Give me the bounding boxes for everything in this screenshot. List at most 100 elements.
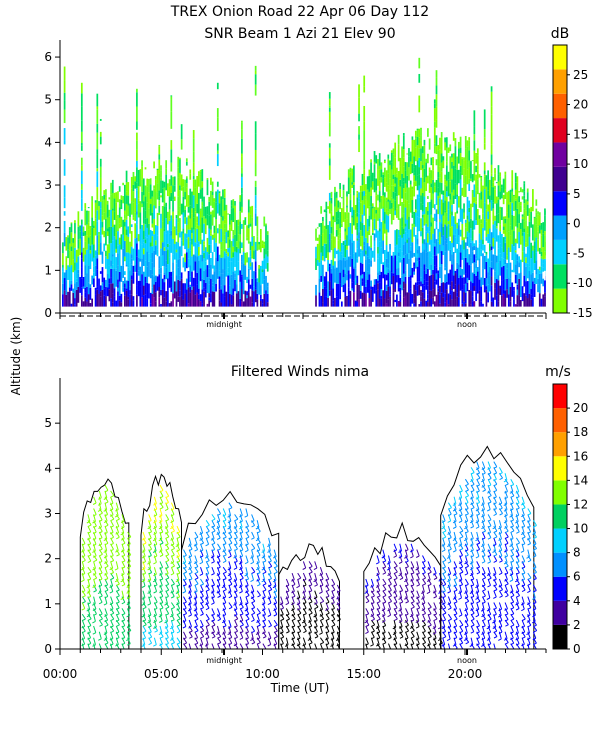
snr-cell xyxy=(196,284,199,293)
snr-cell xyxy=(80,236,83,253)
snr-cell xyxy=(370,206,372,220)
wind-barb xyxy=(393,543,398,553)
snr-cell xyxy=(392,257,395,274)
snr-cell xyxy=(506,232,508,250)
snr-cell xyxy=(483,244,486,253)
snr-cell xyxy=(203,238,205,242)
snr-cell xyxy=(490,276,493,286)
snr-cell xyxy=(266,231,269,235)
wind-barb xyxy=(447,613,453,622)
snr-cell xyxy=(473,243,476,246)
snr-cell xyxy=(332,216,335,220)
snr-cell xyxy=(328,281,331,291)
snr-cell xyxy=(96,221,99,236)
snr-cell xyxy=(514,198,517,201)
snr-cell xyxy=(378,155,381,166)
snr-cell xyxy=(351,274,354,283)
wind-colorbar-label: 2 xyxy=(573,618,581,632)
snr-cell xyxy=(402,244,405,256)
wind-barb xyxy=(142,625,147,634)
wind-barb xyxy=(98,525,103,534)
snr-cell xyxy=(385,200,388,209)
wind-barb xyxy=(256,643,260,649)
snr-cell xyxy=(117,291,119,296)
snr-cell xyxy=(444,224,446,241)
wind-barb xyxy=(492,619,497,629)
snr-cell xyxy=(544,258,546,271)
snr-cell xyxy=(158,200,161,206)
snr-cell xyxy=(411,136,414,140)
snr-cell xyxy=(464,135,467,149)
snr-cell xyxy=(351,222,354,234)
wind-barb xyxy=(98,619,103,627)
wind-barb xyxy=(228,631,233,640)
snr-cell xyxy=(421,243,424,252)
snr-cell xyxy=(423,207,426,215)
snr-cell xyxy=(63,140,66,145)
snr-cell xyxy=(416,136,419,146)
wind-barb xyxy=(110,490,115,498)
snr-cell xyxy=(254,74,257,85)
snr-cell xyxy=(416,257,419,262)
snr-cell xyxy=(509,189,512,193)
snr-cell xyxy=(525,281,527,296)
snr-cell xyxy=(411,293,414,304)
wind-barb xyxy=(458,572,463,582)
snr-cell xyxy=(428,275,431,291)
altitude-axis-label: Altitude (km) xyxy=(9,317,23,396)
snr-cell xyxy=(70,246,73,252)
snr-cell xyxy=(170,215,173,231)
snr-cell xyxy=(533,283,536,297)
wind-barb xyxy=(153,567,157,577)
snr-cell xyxy=(68,250,71,268)
snr-cell xyxy=(432,157,434,164)
wind-barb xyxy=(487,608,492,617)
snr-cell xyxy=(445,161,448,166)
snr-cell xyxy=(394,255,397,273)
snr-cell xyxy=(490,267,493,277)
wind-barb xyxy=(115,578,120,586)
snr-cell xyxy=(241,167,243,174)
snr-cell xyxy=(244,217,247,219)
snr-cell xyxy=(397,134,400,145)
snr-cell xyxy=(182,194,185,197)
wind-barb xyxy=(398,567,403,577)
snr-cell xyxy=(402,203,405,214)
wind-barb xyxy=(504,590,509,598)
wind-barb xyxy=(256,525,261,534)
snr-cell xyxy=(433,281,436,285)
snr-cell xyxy=(495,228,498,242)
wind-barb xyxy=(452,514,457,524)
wind-barb xyxy=(410,549,414,559)
wind-barb xyxy=(325,637,330,646)
snr-cell xyxy=(98,278,100,294)
wind-barb xyxy=(442,643,446,649)
snr-cell xyxy=(144,210,147,219)
snr-cell xyxy=(490,176,493,187)
time-annotation-noon: noon xyxy=(457,320,477,329)
snr-cell xyxy=(356,248,359,259)
snr-cell xyxy=(185,161,188,166)
snr-cell xyxy=(223,210,226,220)
snr-cell xyxy=(421,177,424,193)
snr-cell xyxy=(514,274,517,284)
snr-cell xyxy=(473,245,476,251)
wind-barb xyxy=(510,543,515,552)
snr-cell xyxy=(235,269,238,285)
snr-cell xyxy=(198,288,200,295)
snr-cell xyxy=(461,303,464,307)
snr-cell xyxy=(165,246,168,251)
snr-cell xyxy=(201,254,204,262)
snr-cell xyxy=(406,233,409,240)
snr-cell xyxy=(182,233,185,243)
snr-cell xyxy=(184,253,186,263)
snr-cell xyxy=(421,204,424,212)
snr-cell xyxy=(402,288,405,298)
snr-cell xyxy=(445,180,448,187)
wind-barb xyxy=(504,549,509,558)
snr-cell xyxy=(337,291,340,307)
snr-cell xyxy=(528,280,531,294)
snr-cell xyxy=(418,185,421,198)
snr-cell xyxy=(322,288,324,303)
snr-cell xyxy=(220,242,223,250)
